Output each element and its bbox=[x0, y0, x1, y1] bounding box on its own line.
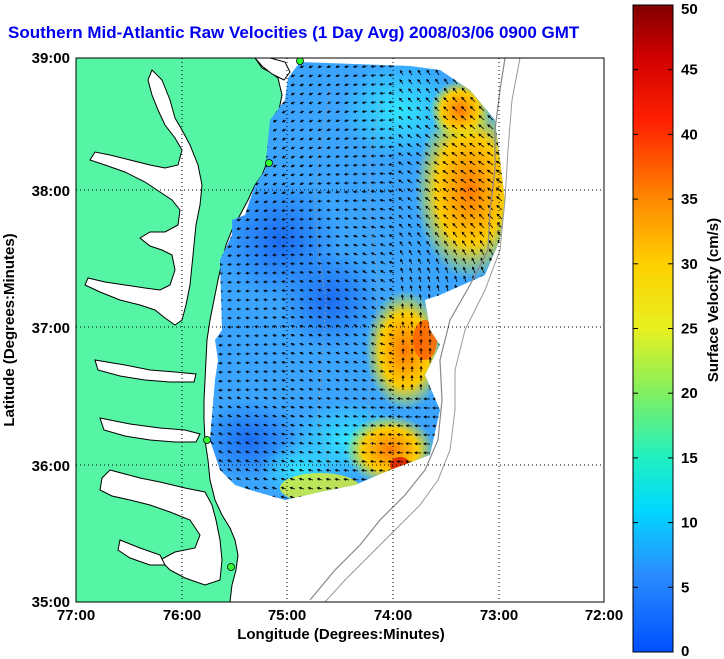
station-marker bbox=[296, 58, 304, 65]
colorbar-tick-label: 35 bbox=[681, 191, 698, 208]
colorbar-tick-label: 25 bbox=[681, 321, 698, 338]
station-marker bbox=[265, 159, 273, 167]
river-inlet bbox=[99, 417, 201, 443]
x-tick-label: 72:00 bbox=[585, 607, 623, 624]
grid-lines bbox=[76, 58, 604, 602]
y-axis-label: Latitude (Degrees:Minutes) bbox=[1, 233, 18, 426]
chesapeake-bay bbox=[84, 69, 203, 326]
colorbar bbox=[632, 4, 674, 653]
colorbar-tick-label: 20 bbox=[681, 385, 698, 402]
colorbar-tick-label: 30 bbox=[681, 256, 698, 273]
colorbar-tick-label: 40 bbox=[681, 126, 698, 143]
station-marker bbox=[203, 436, 211, 444]
colorbar-tick-label: 45 bbox=[681, 62, 698, 79]
colorbar-tick-label: 0 bbox=[681, 643, 689, 659]
isobath-1 bbox=[309, 58, 506, 601]
isobath-3 bbox=[314, 89, 331, 471]
x-tick-label: 76:00 bbox=[163, 607, 201, 624]
colorbar-tick-label: 10 bbox=[681, 515, 698, 532]
colorbar-tick-label: 50 bbox=[681, 1, 698, 18]
colorbar-tick-label: 5 bbox=[681, 579, 689, 596]
y-tick-label: 37:00 bbox=[32, 320, 70, 337]
x-tick-label: 73:00 bbox=[480, 607, 518, 624]
river-inlet-3 bbox=[117, 539, 166, 566]
plot-frame bbox=[75, 57, 605, 603]
x-tick-label: 75:00 bbox=[268, 607, 306, 624]
y-tick-label: 39:00 bbox=[32, 50, 70, 67]
y-tick-label: 36:00 bbox=[32, 458, 70, 475]
isobath-2 bbox=[324, 58, 521, 602]
x-tick-label: 74:00 bbox=[374, 607, 412, 624]
colorbar-label: Surface Velocity (cm/s) bbox=[705, 218, 722, 382]
pamlico-sound bbox=[99, 469, 223, 586]
station-marker bbox=[227, 563, 235, 571]
x-tick-label: 77:00 bbox=[57, 607, 95, 624]
map-title: Southern Mid-Atlantic Raw Velocities (1 … bbox=[8, 23, 580, 42]
colorbar-tick-label: 15 bbox=[681, 450, 698, 467]
colorbar-ticks: 0 5 10 15 20 25 30 35 40 45 50 bbox=[633, 1, 698, 659]
river-inlet-2 bbox=[94, 359, 197, 383]
x-axis-label: Longitude (Degrees:Minutes) bbox=[237, 626, 445, 643]
isobath-4 bbox=[367, 99, 381, 451]
delaware-bay bbox=[254, 58, 291, 81]
y-tick-label: 38:00 bbox=[32, 183, 70, 200]
y-tick-label: 35:00 bbox=[32, 594, 70, 611]
